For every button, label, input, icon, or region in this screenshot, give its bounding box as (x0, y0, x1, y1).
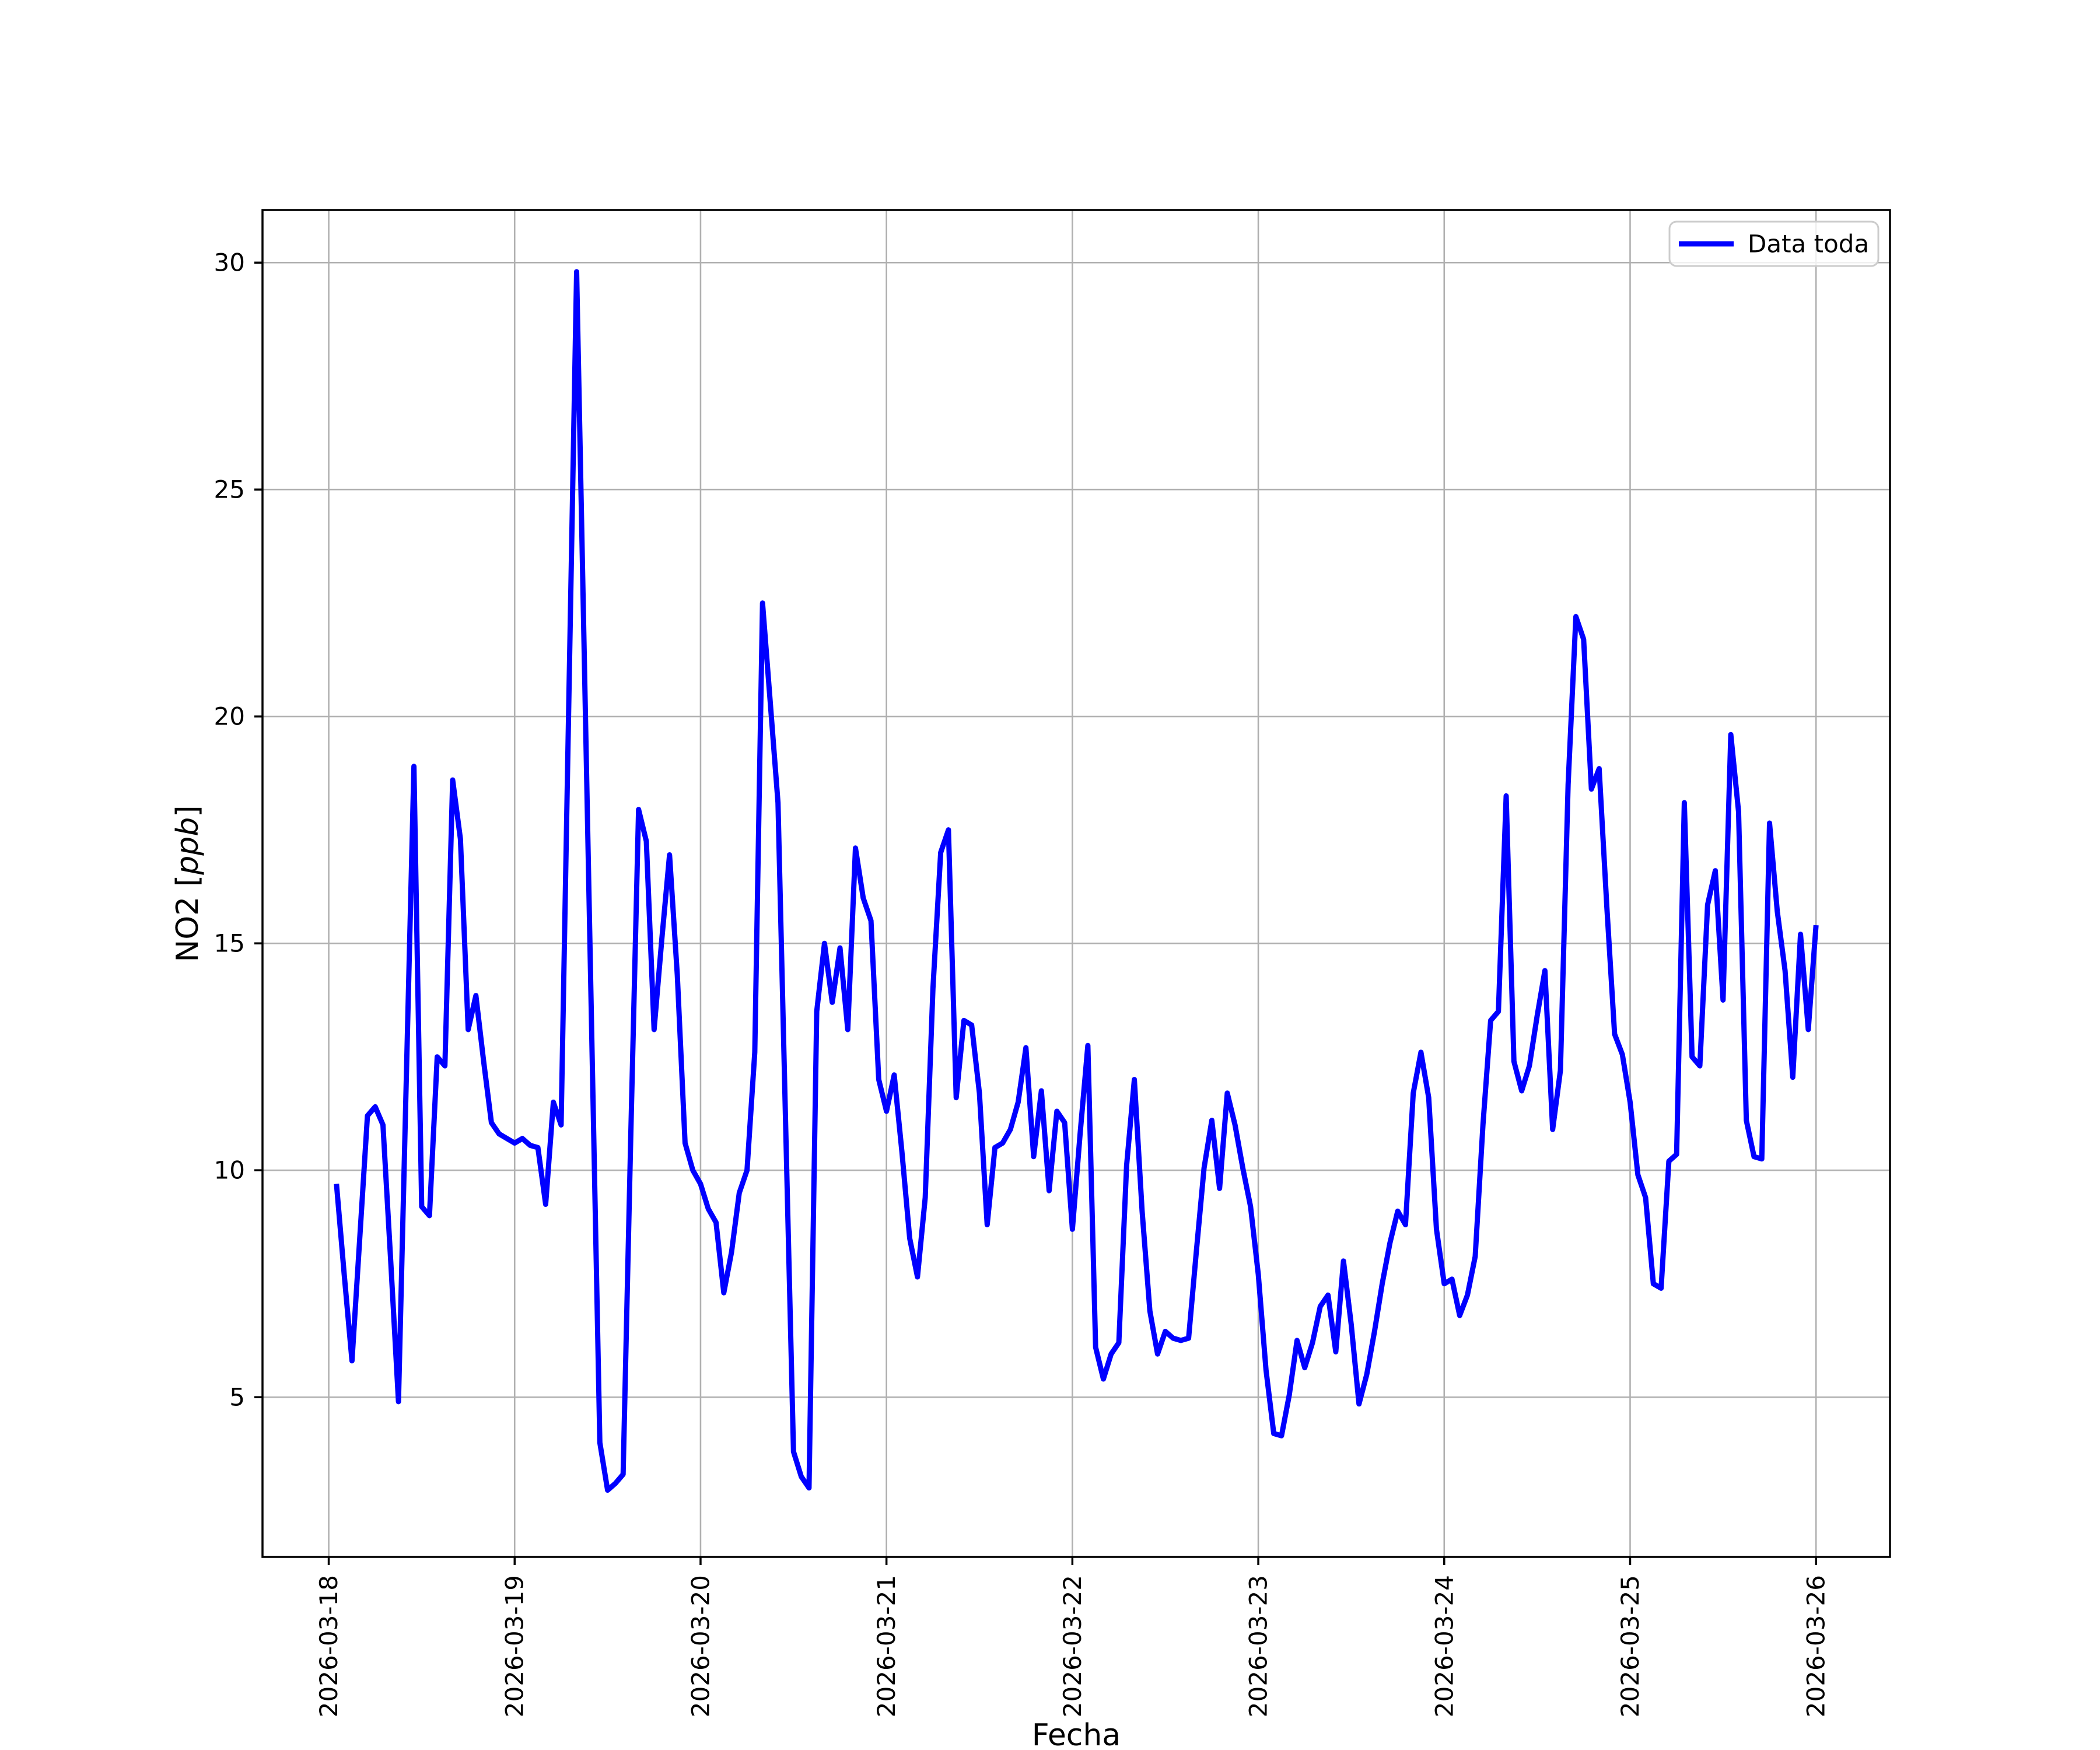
x-tick-label: 2026-03-18 (314, 1575, 343, 1717)
y-tick-label: 30 (214, 249, 245, 277)
y-axis-label: NO2 [ppb] (170, 805, 205, 962)
x-tick-label: 2026-03-23 (1244, 1575, 1273, 1717)
plot-border (261, 209, 1891, 1558)
axis-ticks (254, 261, 1817, 1565)
y-tick-label: 25 (214, 475, 245, 504)
y-tick-labels: 5 10 15 20 25 30 (214, 249, 245, 1412)
legend-label: Data toda (1748, 230, 1869, 258)
gridlines (262, 210, 1890, 1557)
y-tick-label: 15 (214, 929, 245, 958)
y-tick-label: 10 (214, 1156, 245, 1185)
x-tick-label: 2026-03-22 (1058, 1575, 1087, 1717)
data-line-series (334, 269, 1819, 1493)
x-tick-label: 2026-03-24 (1430, 1575, 1458, 1717)
x-axis-label: Fecha (1032, 1718, 1121, 1750)
x-tick-labels: 2026-03-18 2026-03-19 2026-03-20 2026-03-21… (314, 1575, 1831, 1717)
legend: Data toda (1668, 220, 1880, 267)
x-tick-label: 2026-03-21 (872, 1575, 901, 1717)
x-tick-label: 2026-03-26 (1802, 1575, 1831, 1717)
x-tick-label: 2026-03-20 (686, 1575, 715, 1717)
legend-box (1668, 220, 1880, 267)
x-tick-label: 2026-03-19 (501, 1575, 529, 1717)
x-tick-label: 2026-03-25 (1616, 1575, 1644, 1717)
data-series-layer (334, 269, 1819, 1493)
y-tick-label: 5 (229, 1383, 245, 1412)
y-tick-label: 20 (214, 702, 245, 731)
